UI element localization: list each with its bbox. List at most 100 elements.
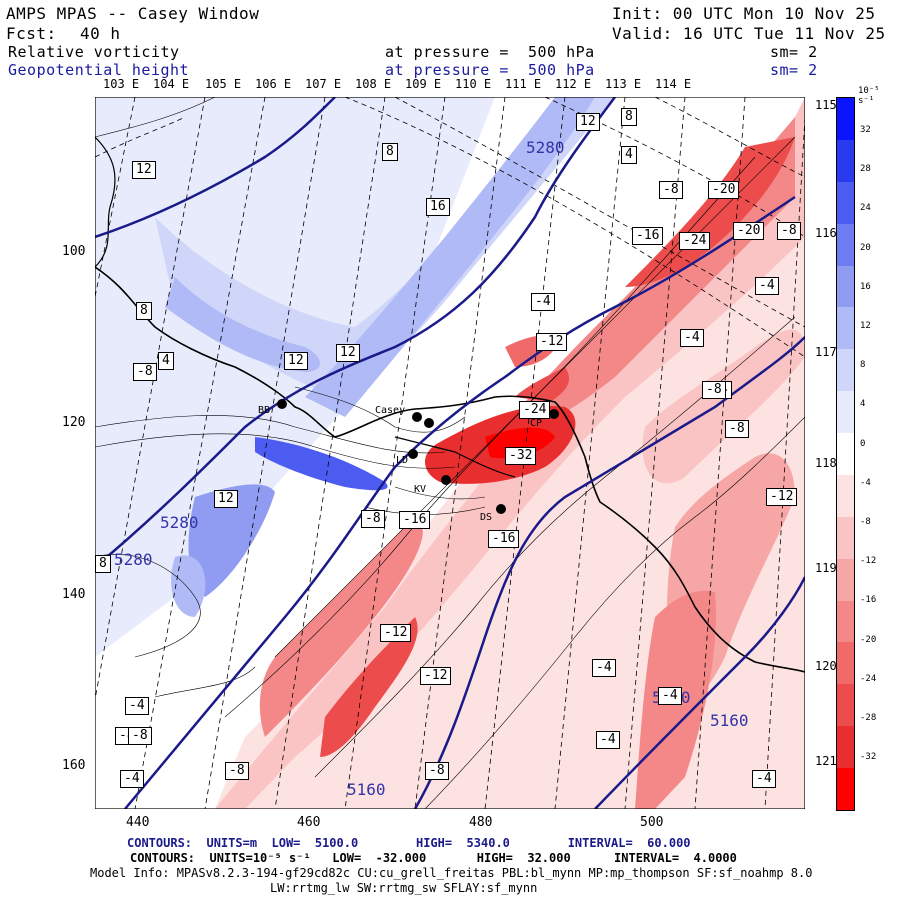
footer-vorticity-contours: CONTOURS: UNITS=10⁻⁵ s⁻¹ LOW= -32.000 HI… [130, 851, 737, 865]
vorticity-contour-label: -16 [632, 227, 664, 245]
colorbar-tick-label: -4 [860, 477, 871, 488]
positive-vorticity-core [188, 484, 275, 597]
colorbar-unit: 10⁻⁵ s⁻¹ [858, 86, 880, 106]
colorbar-tick-label: 28 [860, 164, 871, 175]
station-label-kv: KV [414, 484, 427, 495]
longitude-label: 103 E [103, 77, 140, 91]
vorticity-contour-label: 8 [95, 555, 111, 573]
negative-vorticity-core [485, 427, 555, 459]
colorbar-swatch [837, 474, 854, 518]
longitude-label: 108 E [355, 77, 392, 91]
colorbar-tick-label: 0 [860, 438, 866, 449]
vorticity-contour-label: -4 [680, 329, 704, 347]
colorbar-tick-label: -12 [860, 556, 877, 567]
vorticity-contour-label: -24 [519, 401, 551, 419]
y-tick-label: 100 [62, 244, 86, 259]
longitude-label: 107 E [305, 77, 342, 91]
station-label-cp: CP [530, 418, 543, 429]
colorbar-tick-label: -20 [860, 634, 877, 645]
height-contour-label: 5280 [526, 138, 565, 157]
meridian [484, 97, 566, 809]
vorticity-contour-label: -8 [659, 181, 683, 199]
x-tick-label: 440 [126, 815, 150, 830]
vorticity-contour [154, 666, 256, 698]
station-dot [549, 409, 559, 419]
vorticity-contour [314, 316, 796, 778]
vorticity-contour-label: -8 [725, 420, 749, 438]
longitude-label: 114 E [655, 77, 692, 91]
map-title: AMPS MPAS -- Casey Window [6, 4, 260, 23]
meridian [554, 97, 626, 809]
station-dot [424, 418, 434, 428]
vorticity-contour-label: 12 [576, 113, 600, 131]
colorbar-tick-label: -32 [860, 752, 877, 763]
station-dot [277, 399, 287, 409]
vorticity-contour-label: 16 [426, 198, 450, 216]
positive-vorticity-band [305, 97, 595, 417]
vorticity-contour-label: -24 [679, 232, 711, 250]
footer-height-contours: CONTOURS: UNITS=m LOW= 5100.0 HIGH= 5340… [127, 836, 691, 850]
height-contour-label: 5160 [710, 711, 749, 730]
vorticity-contour-label: -4 [592, 659, 616, 677]
colorbar-swatch [837, 391, 854, 434]
vorticity-contour [95, 415, 446, 454]
vorticity-contour-label: -4 [125, 697, 149, 715]
height-contour-label: 5160 [347, 780, 386, 799]
meridian [764, 116, 805, 809]
vorticity-contour-label: -16 [488, 530, 520, 548]
vorticity-contour-label: -8 [777, 222, 801, 240]
meridian [95, 97, 136, 300]
vorticity-contour-label: 12 [284, 352, 308, 370]
y-tick-label: 120 [62, 415, 86, 430]
colorbar-tick-label: 16 [860, 281, 871, 292]
colorbar-swatch [837, 223, 854, 267]
colorbar [836, 97, 855, 811]
vorticity-contour [294, 386, 466, 433]
vorticity-contour-label: -20 [733, 222, 765, 240]
colorbar-tick-label: -8 [860, 517, 871, 527]
longitude-label: 111 E [505, 77, 542, 91]
y-tick-label: 160 [62, 758, 86, 773]
height-contour [413, 336, 805, 809]
vorticity-contour-label: 4 [621, 146, 637, 164]
y-tick-label: 140 [62, 587, 86, 602]
colorbar-swatch [837, 642, 854, 685]
vorticity-contour-label: -4 [658, 687, 682, 705]
vorticity-contour-label: -8 [425, 762, 449, 780]
vorticity-contour [394, 486, 486, 500]
vorticity-contour-label: -16 [399, 511, 431, 529]
vorticity-contour-label: -4 [531, 293, 555, 311]
field2-smoothing: sm= 2 [770, 61, 818, 79]
field2-name: Geopotential height [8, 61, 190, 79]
colorbar-tick-label: -24 [860, 673, 877, 684]
latitude-curve [394, 97, 805, 328]
field1-level: at pressure = 500 hPa [385, 43, 595, 61]
meridian [274, 97, 386, 809]
colorbar-swatch [837, 98, 854, 141]
vorticity-contour-label: 8 [621, 108, 637, 126]
coastline [95, 136, 116, 268]
station-dot [408, 449, 418, 459]
vorticity-contour-label: 12 [132, 161, 156, 179]
positive-vorticity-area [171, 555, 206, 617]
negative-vorticity-band [320, 617, 418, 757]
field1-name: Relative vorticity [8, 43, 180, 61]
vorticity-contour [274, 156, 756, 658]
forecast-label: Fcst: [6, 24, 57, 43]
longitude-label: 106 E [255, 77, 292, 91]
longitude-label: 110 E [455, 77, 492, 91]
latitude-curve [344, 97, 805, 358]
init-time: Init: 00 UTC Mon 10 Nov 25 [612, 4, 876, 23]
vorticity-contour [424, 416, 805, 809]
vorticity-contour-label: -4 [120, 770, 144, 788]
geopotential-contours [95, 97, 805, 809]
meridian [414, 97, 506, 809]
latitude-curve [654, 97, 805, 178]
vorticity-contour-label: -4 [596, 731, 620, 749]
colorbar-swatch [837, 516, 854, 560]
vorticity-contour-label: -12 [380, 624, 412, 642]
colorbar-swatch [837, 307, 854, 350]
meridian [95, 97, 206, 702]
field2-level: at pressure = 500 hPa [385, 61, 595, 79]
height-contour [95, 97, 617, 568]
